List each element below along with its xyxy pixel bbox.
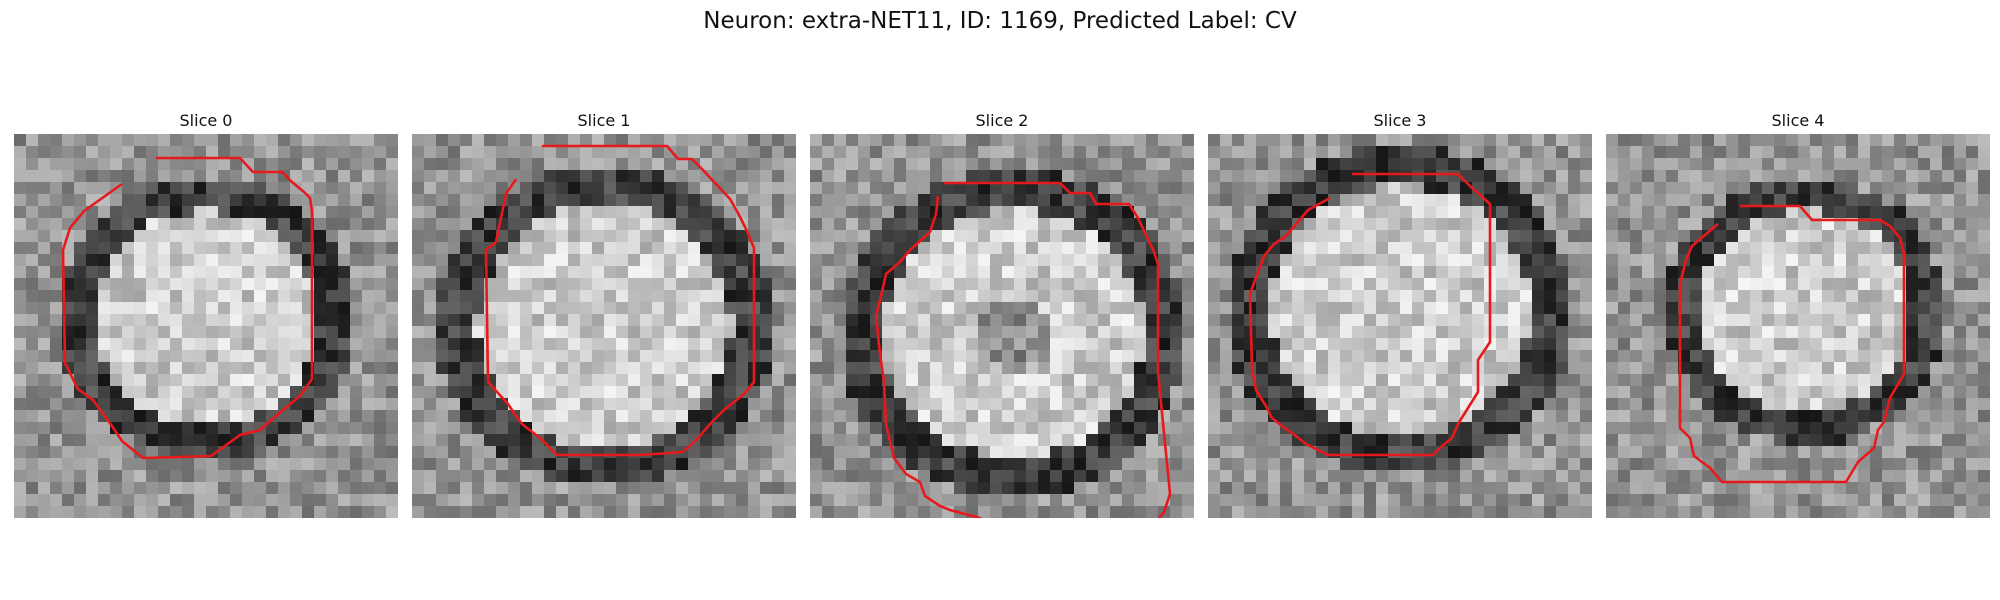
slice-panel-2: Slice 2 xyxy=(810,109,1194,518)
slice-panel-0: Slice 0 xyxy=(14,109,398,518)
slice-image xyxy=(810,134,1194,518)
slice-panel-4: Slice 4 xyxy=(1606,109,1990,518)
figure-title: Neuron: extra-NET11, ID: 1169, Predicted… xyxy=(703,8,1297,34)
slice-title: Slice 1 xyxy=(577,111,631,130)
slice-title: Slice 2 xyxy=(975,111,1029,130)
slice-title: Slice 0 xyxy=(179,111,233,130)
slice-panel-3: Slice 3 xyxy=(1208,109,1592,518)
slice-image xyxy=(412,134,796,518)
slice-title: Slice 4 xyxy=(1771,111,1825,130)
slice-panel-1: Slice 1 xyxy=(412,109,796,518)
slice-image xyxy=(1606,134,1990,518)
slice-title: Slice 3 xyxy=(1373,111,1427,130)
slice-image xyxy=(1208,134,1592,518)
slice-image xyxy=(14,134,398,518)
